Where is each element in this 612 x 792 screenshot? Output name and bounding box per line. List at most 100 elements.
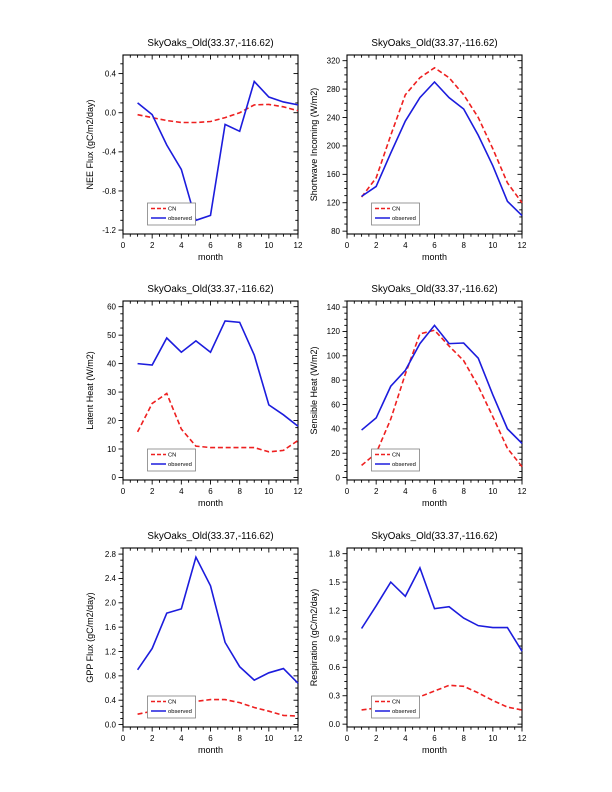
chart-title: SkyOaks_Old(33.37,-116.62): [147, 38, 273, 49]
x-tick-label: 4: [179, 734, 184, 743]
y-tick-label: 0.0: [105, 109, 117, 118]
x-tick-label: 8: [237, 241, 242, 250]
y-axis-label: Latent Heat (W/m2): [85, 351, 95, 430]
y-tick-label: 20: [107, 416, 116, 425]
x-tick-label: 6: [208, 241, 213, 250]
y-tick-label: 0.4: [105, 696, 117, 705]
legend-label: observed: [392, 709, 416, 715]
chart-title: SkyOaks_Old(33.37,-116.62): [371, 531, 497, 542]
chart-sensible-heat: 0 2 4 6 8 10 12 0 20 40 60 80 100 120 140 SkyOaks_Old(3…: [284, 274, 534, 514]
y-tick-label: 280: [327, 85, 341, 94]
x-tick-label: 0: [121, 241, 126, 250]
x-tick-label: 8: [237, 734, 242, 743]
x-tick-label: 6: [432, 734, 437, 743]
x-tick-label: 0: [121, 487, 126, 496]
y-tick-label: 80: [331, 376, 340, 385]
x-tick-label: 2: [374, 487, 379, 496]
chart-plot: 0 2 4 6 8 10 12 0.0 0.3 0.6 0.9 1.2 1.5 1.8 SkyOaks_Ol…: [309, 531, 527, 755]
chart-latent-heat: 0 2 4 6 8 10 12 0 10 20 30 40 50 60 SkyOaks_Old(33.37,…: [60, 274, 310, 514]
legend-label: CN: [168, 207, 176, 213]
y-tick-label: 0: [336, 473, 341, 482]
data-series-cn: [360, 66, 523, 204]
chart-shortwave-incoming: 0 2 4 6 8 10 12 80 120 160 200 240 280 320 SkyOaks_Old…: [284, 28, 534, 268]
y-axis-label: Shortwave Incoming (W/m2): [309, 88, 319, 202]
y-axis-label: Respiration (gC/m2/day): [309, 589, 319, 687]
data-series-observed: [360, 565, 523, 652]
y-tick-label: 0.4: [105, 69, 117, 78]
x-tick-label: 8: [461, 487, 466, 496]
x-tick-label: 2: [374, 241, 379, 250]
chart-plot: 0 2 4 6 8 10 12 0 10 20 30 40 50 60 SkyOaks_Old(33.37,…: [85, 284, 303, 508]
y-tick-label: 80: [331, 227, 340, 236]
chart-plot: 0 2 4 6 8 10 12 80 120 160 200 240 280 320 SkyOaks_Old…: [309, 38, 527, 262]
y-tick-label: 1.5: [329, 578, 341, 587]
legend-label: observed: [168, 709, 192, 715]
y-tick-label: 0: [112, 473, 117, 482]
y-tick-label: 160: [327, 170, 341, 179]
x-tick-label: 6: [208, 487, 213, 496]
y-tick-label: 100: [327, 352, 341, 361]
chart-plot: 0 2 4 6 8 10 12020406080100120140SkyOaks_Old(3…: [309, 284, 527, 508]
chart-respiration: 0 2 4 6 8 10 12 0.0 0.3 0.6 0.9 1.2 1.5 1.8 SkyOaks_Ol…: [284, 521, 534, 761]
x-tick-label: 2: [150, 734, 155, 743]
y-tick-label: -0.8: [102, 187, 116, 196]
y-axis-label: NEE Flux (gC/m2/day): [85, 99, 95, 189]
y-tick-label: 120: [327, 199, 341, 208]
x-axis-label: month: [198, 498, 223, 508]
y-tick-label: 30: [107, 388, 116, 397]
x-tick-label: 4: [179, 487, 184, 496]
y-tick-label: 50: [107, 331, 116, 340]
legend-label: observed: [392, 462, 416, 468]
y-tick-label: 2.4: [105, 574, 117, 583]
y-tick-label: 1.2: [105, 647, 117, 656]
data-series-observed: [137, 320, 299, 427]
y-axis-label: GPP Flux (gC/m2/day): [85, 592, 95, 682]
y-tick-label: 0.3: [329, 692, 341, 701]
chart-plot: 0 2 4 6 8 10 12 -1.2 -0.8 -0.4 0.0 0.4 SkyOaks_Old(3…: [85, 38, 303, 262]
x-tick-label: 10: [264, 241, 273, 250]
x-tick-label: 6: [208, 734, 213, 743]
x-tick-label: 10: [488, 734, 497, 743]
y-tick-label: 120: [327, 327, 341, 336]
legend-label: CN: [168, 453, 176, 459]
legend-label: observed: [392, 216, 416, 222]
x-tick-label: 10: [488, 487, 497, 496]
x-tick-label: 12: [294, 241, 303, 250]
y-tick-label: 10: [107, 445, 116, 454]
x-tick-label: 10: [488, 241, 497, 250]
data-series-cn: [361, 329, 523, 468]
y-tick-label: 0.9: [329, 635, 341, 644]
x-tick-label: 6: [432, 487, 437, 496]
x-tick-label: 2: [150, 241, 155, 250]
x-tick-label: 4: [403, 487, 408, 496]
chart-title: SkyOaks_Old(33.37,-116.62): [147, 531, 273, 542]
y-tick-label: 0.0: [329, 720, 341, 729]
x-tick-label: 2: [150, 487, 155, 496]
chart-title: SkyOaks_Old(33.37,-116.62): [371, 284, 497, 295]
x-tick-label: 0: [345, 241, 350, 250]
y-axis-label: Sensible Heat (W/m2): [309, 346, 319, 434]
x-tick-label: 12: [518, 241, 527, 250]
legend-label: CN: [392, 700, 400, 706]
data-series-observed: [361, 80, 523, 217]
x-tick-label: 4: [403, 734, 408, 743]
x-tick-label: 12: [294, 487, 303, 496]
x-tick-label: 10: [264, 487, 273, 496]
y-tick-label: 200: [327, 142, 341, 151]
x-tick-label: 12: [294, 734, 303, 743]
y-tick-label: 140: [327, 303, 341, 312]
y-tick-label: 40: [331, 425, 340, 434]
y-tick-label: 0.6: [329, 663, 341, 672]
x-axis-label: month: [198, 745, 223, 755]
y-tick-label: 0.0: [105, 720, 117, 729]
data-series-cn: [137, 103, 299, 124]
x-tick-label: 0: [121, 734, 126, 743]
data-series-observed: [136, 554, 299, 684]
y-tick-label: 40: [107, 359, 116, 368]
y-tick-label: 2.8: [105, 550, 117, 559]
legend-label: observed: [168, 462, 192, 468]
y-tick-label: 240: [327, 113, 341, 122]
chart-plot: 0 2 4 6 8 10 12 0.0 0.4 0.8 1.2 1.6 2.0 2.4 2.8 SkyOaks…: [85, 531, 303, 755]
y-tick-label: 1.2: [329, 606, 341, 615]
y-tick-label: 1.6: [105, 623, 117, 632]
